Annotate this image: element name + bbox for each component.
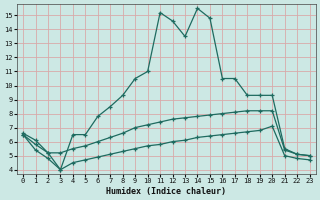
X-axis label: Humidex (Indice chaleur): Humidex (Indice chaleur) [106,187,226,196]
